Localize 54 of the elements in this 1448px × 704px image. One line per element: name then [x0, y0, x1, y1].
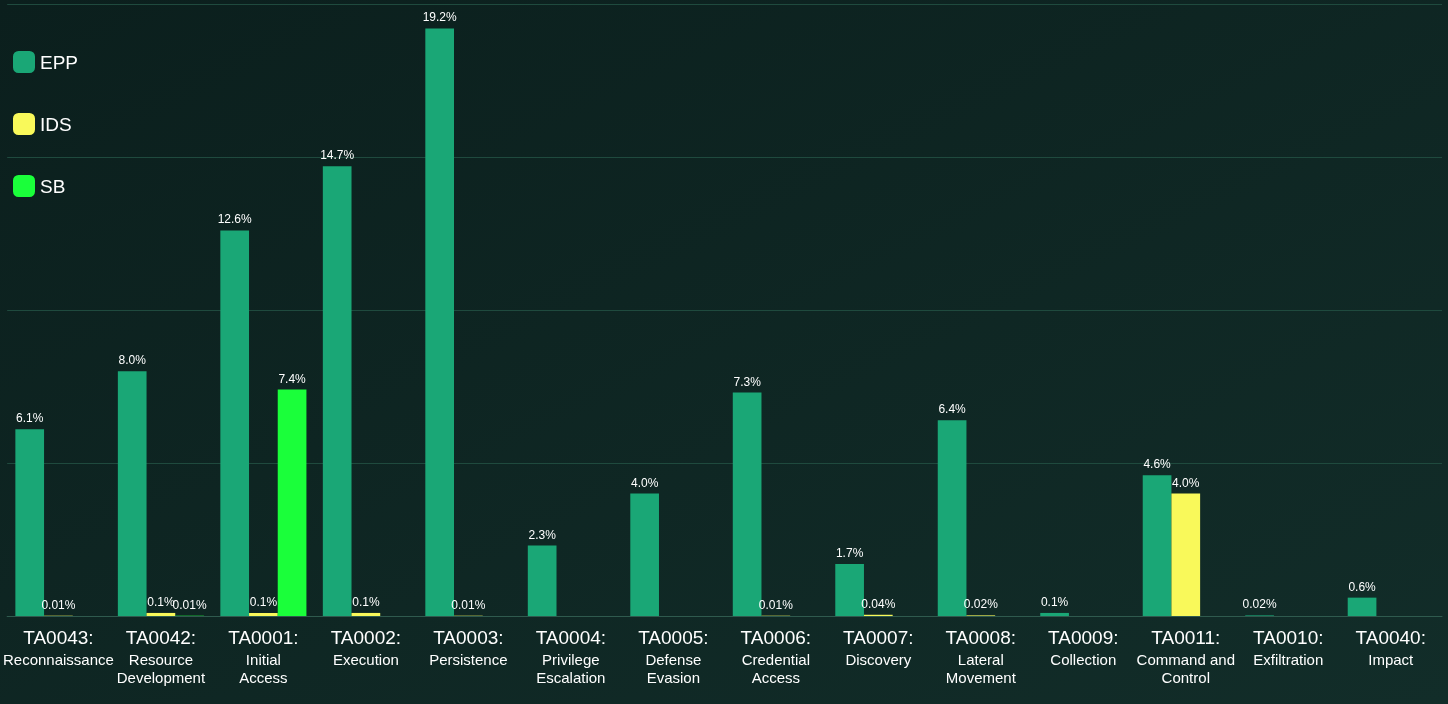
data-label: 0.1%	[249, 594, 278, 609]
bar	[1171, 493, 1201, 616]
data-label: 1.7%	[835, 545, 864, 560]
x-tick-label: TA0010: Exfiltration	[1253, 626, 1324, 668]
data-label: 19.2%	[422, 10, 458, 25]
data-label: 4.0%	[630, 475, 659, 490]
data-label: 0.01%	[758, 597, 794, 612]
data-label: 0.01%	[172, 597, 207, 612]
bar	[249, 612, 278, 616]
data-label: 4.6%	[1143, 457, 1172, 472]
x-tick-label: TA0040: Impact	[1355, 626, 1426, 668]
x-tick-label: TA0006: Credential Access	[740, 626, 812, 686]
data-label: 6.1%	[16, 411, 44, 426]
data-label: 0.1%	[1040, 594, 1069, 609]
bar	[527, 545, 557, 616]
data-label: 8.0%	[118, 353, 147, 368]
data-label: 0.6%	[1348, 579, 1377, 594]
x-tick-label: TA0004: Privilege Escalation	[535, 626, 607, 686]
bar	[146, 612, 176, 616]
data-label: 0.02%	[1242, 597, 1277, 612]
data-label: 0.1%	[352, 594, 380, 609]
data-label: 7.3%	[733, 374, 762, 389]
data-label: 0.02%	[963, 597, 999, 612]
legend-label: SB	[40, 175, 66, 197]
x-tick-label: TA0005: Defense Evasion	[638, 626, 709, 686]
bar	[1347, 597, 1377, 616]
x-tick-label: TA0009: Collection	[1048, 626, 1119, 668]
bar	[277, 389, 307, 616]
bar	[351, 612, 381, 616]
legend-label: IDS	[40, 113, 72, 135]
data-label: 0.04%	[861, 596, 896, 611]
data-label: 7.4%	[278, 371, 307, 386]
x-tick-label: TA0042: Resource Development	[116, 626, 206, 686]
x-tick-label: TA0043: Reconnaissance	[2, 626, 114, 668]
data-label: 12.6%	[217, 212, 253, 227]
x-tick-label: TA0001: Initial Access	[228, 626, 299, 686]
data-label: 4.0%	[1172, 475, 1200, 490]
x-tick-label: TA0007: Discovery	[843, 626, 914, 668]
x-tick-label: TA0003: Persistence	[429, 626, 508, 668]
data-label: 6.4%	[938, 402, 967, 417]
x-tick-label: TA0011: Command and Control	[1136, 626, 1235, 686]
data-label: 0.01%	[451, 597, 486, 612]
bar	[1142, 475, 1172, 616]
bar	[322, 166, 352, 616]
legend-label: EPP	[40, 51, 79, 73]
x-tick-label: TA0002: Execution	[330, 626, 402, 668]
bar	[220, 230, 250, 616]
bar	[117, 371, 147, 616]
data-label: 0.01%	[41, 597, 76, 612]
data-label: 14.7%	[320, 148, 355, 163]
data-label: 2.3%	[528, 527, 557, 542]
bar	[1040, 612, 1069, 616]
bar	[630, 493, 659, 616]
x-tick-label: TA0008: Lateral Movement	[945, 626, 1017, 686]
